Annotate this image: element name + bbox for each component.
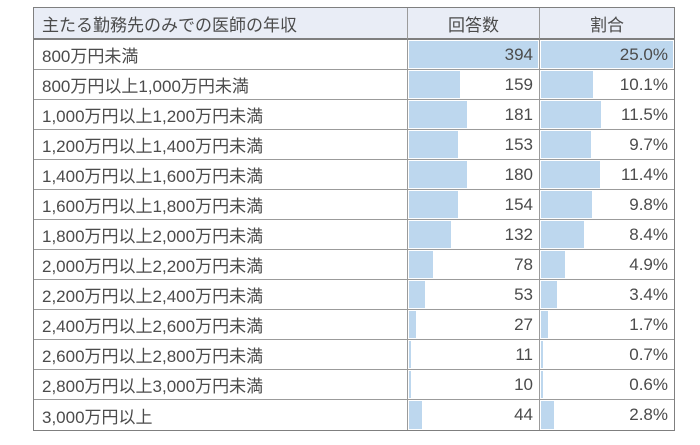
count-data-bar (409, 371, 411, 398)
percent-data-bar (541, 71, 594, 98)
row-count-cell: 180 (408, 160, 540, 190)
row-category-cell: 1,400万円以上1,600万円未満 (34, 160, 408, 190)
row-category-cell: 2,400万円以上2,600万円未満 (34, 310, 408, 340)
income-table: 主たる勤務先のみでの医師の年収 回答数 割合 800万円未満 394 25.0%… (33, 7, 675, 431)
row-percent-cell: 9.8% (540, 190, 674, 220)
count-data-bar (409, 221, 451, 248)
row-count-value: 10 (514, 374, 533, 394)
row-category-cell: 2,000万円以上2,200万円未満 (34, 250, 408, 280)
row-count-value: 154 (504, 194, 533, 214)
row-count-value: 11 (515, 344, 533, 364)
percent-data-bar (541, 341, 543, 368)
row-percent-value: 11.4% (621, 164, 668, 184)
row-count-value: 27 (514, 314, 533, 334)
row-percent-value: 8.4% (629, 224, 668, 244)
row-count-value: 181 (504, 104, 533, 124)
row-count-cell: 154 (408, 190, 540, 220)
row-percent-cell: 0.6% (540, 370, 674, 400)
income-report: 主たる勤務先のみでの医師の年収 回答数 割合 800万円未満 394 25.0%… (33, 7, 675, 431)
row-percent-cell: 8.4% (540, 220, 674, 250)
row-count-cell: 132 (408, 220, 540, 250)
row-percent-value: 3.4% (629, 284, 668, 304)
row-percent-value: 2.8% (629, 405, 668, 424)
row-category-cell: 2,200万円以上2,400万円未満 (34, 280, 408, 310)
row-count-value: 180 (504, 164, 533, 184)
row-category-cell: 800万円未満 (34, 40, 408, 70)
row-percent-cell: 3.4% (540, 280, 674, 310)
row-count-value: 153 (504, 134, 533, 154)
row-count-value: 394 (504, 44, 533, 64)
row-percent-cell: 9.7% (540, 130, 674, 160)
count-data-bar (409, 341, 411, 368)
row-count-cell: 11 (408, 340, 540, 370)
row-percent-cell: 4.9% (540, 250, 674, 280)
row-count-cell: 44 (408, 400, 540, 430)
row-percent-value: 10.1% (619, 74, 668, 94)
row-count-value: 159 (504, 74, 533, 94)
row-category-cell: 2,800万円以上3,000万円未満 (34, 370, 408, 400)
row-category-cell: 1,000万円以上1,200万円未満 (34, 100, 408, 130)
row-percent-value: 25.0% (619, 44, 668, 64)
row-percent-value: 0.7% (629, 344, 668, 364)
row-category-cell: 1,800万円以上2,000万円未満 (34, 220, 408, 250)
column-header-percent: 割合 (540, 8, 674, 40)
row-count-value: 132 (504, 224, 533, 244)
column-header-count: 回答数 (408, 8, 540, 40)
percent-data-bar (541, 41, 673, 68)
row-category-cell: 800万円以上1,000万円未満 (34, 70, 408, 100)
row-count-value: 44 (514, 405, 533, 424)
row-percent-value: 11.5% (621, 104, 668, 124)
count-data-bar (409, 191, 459, 218)
row-percent-cell: 11.5% (540, 100, 674, 130)
row-percent-cell: 10.1% (540, 70, 674, 100)
row-percent-cell: 2.8% (540, 400, 674, 430)
row-count-cell: 53 (408, 280, 540, 310)
count-data-bar (409, 161, 467, 188)
percent-data-bar (541, 161, 601, 188)
column-header-category: 主たる勤務先のみでの医師の年収 (34, 8, 408, 40)
count-data-bar (409, 251, 433, 278)
row-percent-cell: 0.7% (540, 340, 674, 370)
row-count-cell: 159 (408, 70, 540, 100)
row-percent-cell: 11.4% (540, 160, 674, 190)
percent-data-bar (541, 221, 585, 248)
row-count-cell: 153 (408, 130, 540, 160)
row-percent-cell: 1.7% (540, 310, 674, 340)
percent-data-bar (541, 401, 554, 429)
count-data-bar (409, 131, 458, 158)
row-count-cell: 181 (408, 100, 540, 130)
row-count-cell: 394 (408, 40, 540, 70)
row-count-cell: 27 (408, 310, 540, 340)
row-category-cell: 2,600万円以上2,800万円未満 (34, 340, 408, 370)
count-data-bar (409, 101, 468, 128)
percent-data-bar (541, 191, 592, 218)
percent-data-bar (541, 101, 601, 128)
row-count-cell: 78 (408, 250, 540, 280)
row-percent-value: 1.7% (629, 314, 668, 334)
count-data-bar (409, 311, 416, 338)
count-data-bar (409, 401, 422, 429)
row-count-cell: 10 (408, 370, 540, 400)
count-data-bar (409, 281, 425, 308)
percent-data-bar (541, 251, 566, 278)
percent-data-bar (541, 311, 549, 338)
row-percent-value: 4.9% (629, 254, 668, 274)
row-percent-value: 9.8% (629, 194, 668, 214)
row-category-cell: 3,000万円以上 (34, 400, 408, 430)
percent-data-bar (541, 131, 591, 158)
row-category-cell: 1,200万円以上1,400万円未満 (34, 130, 408, 160)
percent-data-bar (541, 281, 558, 308)
row-count-value: 78 (514, 254, 533, 274)
row-percent-cell: 25.0% (540, 40, 674, 70)
row-percent-value: 0.6% (629, 374, 668, 394)
count-data-bar (409, 41, 538, 68)
row-percent-value: 9.7% (629, 134, 668, 154)
row-category-cell: 1,600万円以上1,800万円未満 (34, 190, 408, 220)
count-data-bar (409, 71, 460, 98)
row-count-value: 53 (514, 284, 533, 304)
percent-data-bar (541, 371, 543, 398)
